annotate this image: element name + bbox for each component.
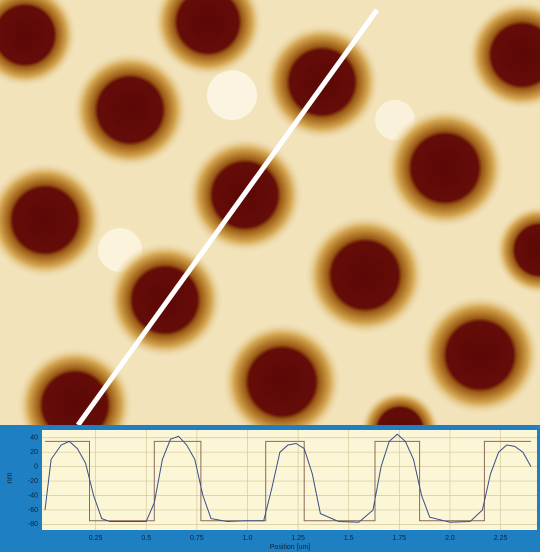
x-tick-label: 1.25 [291, 535, 305, 542]
y-tick-label: 40 [30, 435, 38, 442]
y-tick-label: -60 [28, 507, 38, 514]
x-axis-label: Position [um] [270, 544, 311, 551]
afm-image [0, 0, 540, 470]
figure: nm Position [um] 40 20 0 -20 -40 -60 -80 0.25 0.… [0, 0, 540, 552]
y-axis-label: nm [5, 472, 14, 483]
y-tick-label: 0 [34, 463, 38, 470]
y-tick-label: -20 [28, 478, 38, 485]
x-tick-label: 2.25 [494, 535, 508, 542]
x-tick-label: 1.75 [393, 535, 407, 542]
x-tick-label: 1.0 [243, 535, 253, 542]
y-tick-label: -80 [28, 521, 38, 528]
y-tick-label: 20 [30, 449, 38, 456]
x-tick-label: 0.5 [141, 535, 151, 542]
y-tick-label: -40 [28, 492, 38, 499]
x-tick-label: 0.25 [89, 535, 103, 542]
x-tick-label: 0.75 [190, 535, 204, 542]
x-tick-label: 1.5 [344, 535, 354, 542]
x-tick-label: 2.0 [445, 535, 455, 542]
